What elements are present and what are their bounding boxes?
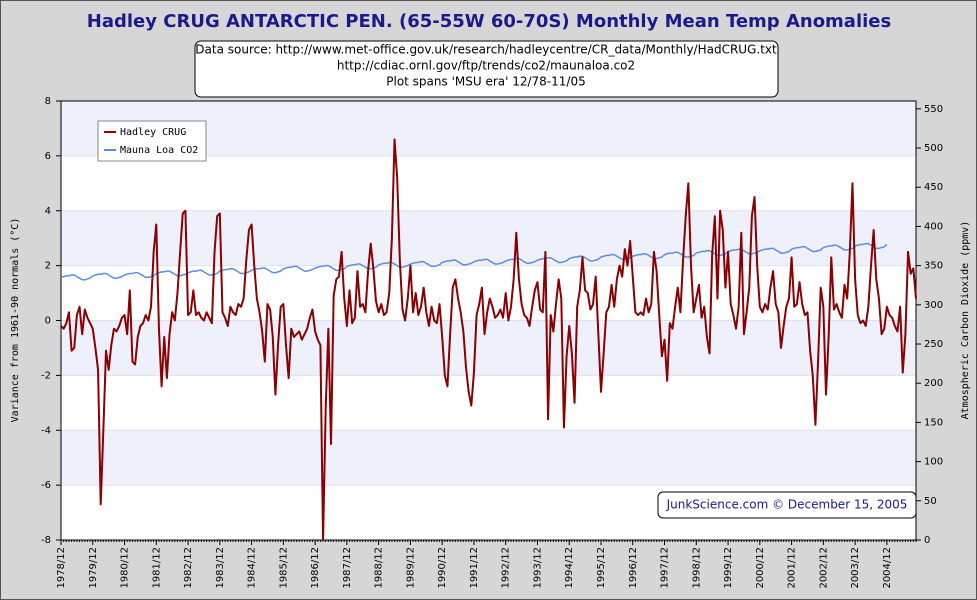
y-tick-label: -4	[41, 425, 51, 436]
footnote: JunkScience.com © December 15, 2005	[666, 498, 908, 512]
y-tick-label: -8	[41, 535, 51, 546]
chart-title: Hadley CRUG ANTARCTIC PEN. (65-55W 60-70…	[87, 11, 891, 32]
y2-tick-label: 350	[924, 261, 943, 272]
y2-tick-label: 550	[924, 104, 943, 115]
y2-axis-label: Atmospheric Carbon Dioxide (ppmv)	[960, 221, 971, 420]
band	[61, 430, 916, 486]
plot-border	[60, 100, 917, 541]
series-line	[60, 242, 888, 281]
x-tick-label: 1982/12	[183, 547, 194, 589]
x-tick-label: 1996/12	[628, 547, 639, 589]
y-tick-label: -2	[41, 370, 51, 381]
y2-tick-label: 250	[924, 339, 943, 350]
annotation-box	[194, 40, 779, 98]
x-tick-label: 1991/12	[469, 547, 480, 589]
y-tick-label: 6	[45, 151, 51, 162]
x-tick-label: 1987/12	[342, 547, 353, 589]
annotation: Data source: http://www.met-office.gov.u…	[195, 43, 777, 57]
x-tick-label: 1995/12	[596, 547, 607, 589]
y2-tick-label: 0	[924, 535, 930, 546]
series-line	[60, 138, 917, 541]
x-tick-label: 1994/12	[564, 547, 575, 589]
band	[61, 210, 916, 266]
annotation: http://cdiac.ornl.gov/ftp/trends/co2/mau…	[337, 59, 635, 73]
x-tick-label: 1981/12	[151, 547, 162, 589]
y2-tick-label: 200	[924, 378, 943, 389]
x-tick-label: 1993/12	[532, 547, 543, 589]
x-tick-label: 2003/12	[850, 547, 861, 589]
band	[61, 320, 916, 376]
x-tick-label: 1986/12	[310, 547, 321, 589]
annotation: Plot spans 'MSU era' 12/78-11/05	[386, 75, 585, 89]
y-axis-label: Variance from 1961-90 normals (°C)	[10, 218, 21, 423]
x-tick-label: 1979/12	[88, 547, 99, 589]
x-tick-label: 1990/12	[437, 547, 448, 589]
x-tick-label: 1997/12	[660, 547, 671, 589]
y2-tick-label: 300	[924, 300, 943, 311]
x-tick-label: 1988/12	[374, 547, 385, 589]
y2-tick-label: 450	[924, 182, 943, 193]
y2-tick-label: 100	[924, 457, 943, 468]
x-tick-label: 1984/12	[247, 547, 258, 589]
y2-tick-label: 400	[924, 221, 943, 232]
footnote-box	[657, 491, 917, 519]
x-tick-label: 1983/12	[215, 547, 226, 589]
x-tick-label: 2002/12	[818, 547, 829, 589]
x-tick-label: 1980/12	[120, 547, 131, 589]
legend-box	[97, 120, 207, 162]
x-tick-label: 2001/12	[787, 547, 798, 589]
y2-tick-label: 50	[924, 496, 937, 507]
x-tick-label: 1999/12	[723, 547, 734, 589]
x-tick-label: 1978/12	[56, 547, 67, 589]
y-tick-label: 2	[45, 261, 51, 272]
legend-label: Mauna Loa CO2	[120, 145, 198, 156]
y-tick-label: 4	[45, 206, 51, 217]
y-tick-label: -6	[41, 480, 51, 491]
x-tick-label: 2004/12	[882, 547, 893, 589]
y2-tick-label: 150	[924, 417, 943, 428]
x-tick-label: 1989/12	[405, 547, 416, 589]
legend-label: Hadley CRUG	[120, 127, 186, 138]
x-tick-label: 2000/12	[755, 547, 766, 589]
y-tick-label: 0	[45, 316, 51, 327]
x-tick-label: 1992/12	[501, 547, 512, 589]
x-tick-label: 1985/12	[278, 547, 289, 589]
y-tick-label: 8	[45, 96, 51, 107]
y2-tick-label: 500	[924, 143, 943, 154]
x-tick-label: 1998/12	[691, 547, 702, 589]
